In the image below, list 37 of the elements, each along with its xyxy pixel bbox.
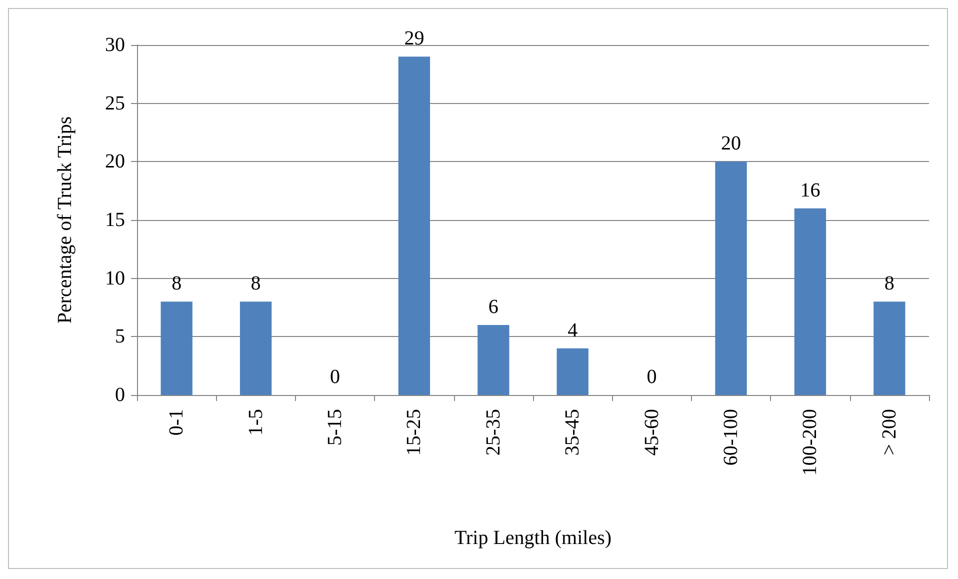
data-label: 8 [250,272,261,295]
data-label: 8 [884,272,894,295]
bar [556,348,588,395]
data-label: 20 [721,132,741,155]
data-label: 6 [488,296,498,318]
x-axis-title: Trip Length (miles) [454,527,612,549]
x-tick-label: 0-1 [166,409,188,436]
bar [715,162,747,395]
x-tick-label: > 200 [878,409,900,456]
bar [240,302,272,395]
y-tick-label: 30 [105,34,125,56]
data-label: 8 [172,272,182,295]
y-tick-label: 5 [115,326,125,348]
y-tick-label: 25 [105,92,125,114]
data-label: 0 [646,366,657,388]
data-label: 4 [568,319,578,342]
data-label: 29 [404,28,424,50]
data-label: 0 [330,366,340,388]
y-tick-label: 15 [105,209,125,231]
bar [398,56,430,395]
y-tick-label: 0 [115,384,125,406]
x-tick-label: 25-35 [482,409,504,456]
x-tick-label: 1-5 [244,409,267,436]
bar [160,302,192,395]
x-tick-label: 35-45 [562,409,584,456]
y-tick-label: 10 [105,267,125,290]
bar [794,208,826,395]
x-tick-label: 100-200 [799,409,822,476]
data-label: 16 [800,179,820,202]
bar [874,302,906,395]
bar [478,325,510,395]
y-tick-label: 20 [105,150,125,173]
x-tick-label: 60-100 [720,409,742,466]
x-tick-label: 5-15 [324,409,346,446]
x-tick-label: 15-25 [403,409,426,456]
y-axis-title: Percentage of Truck Trips [54,116,76,324]
x-tick-label: 45-60 [640,409,663,456]
